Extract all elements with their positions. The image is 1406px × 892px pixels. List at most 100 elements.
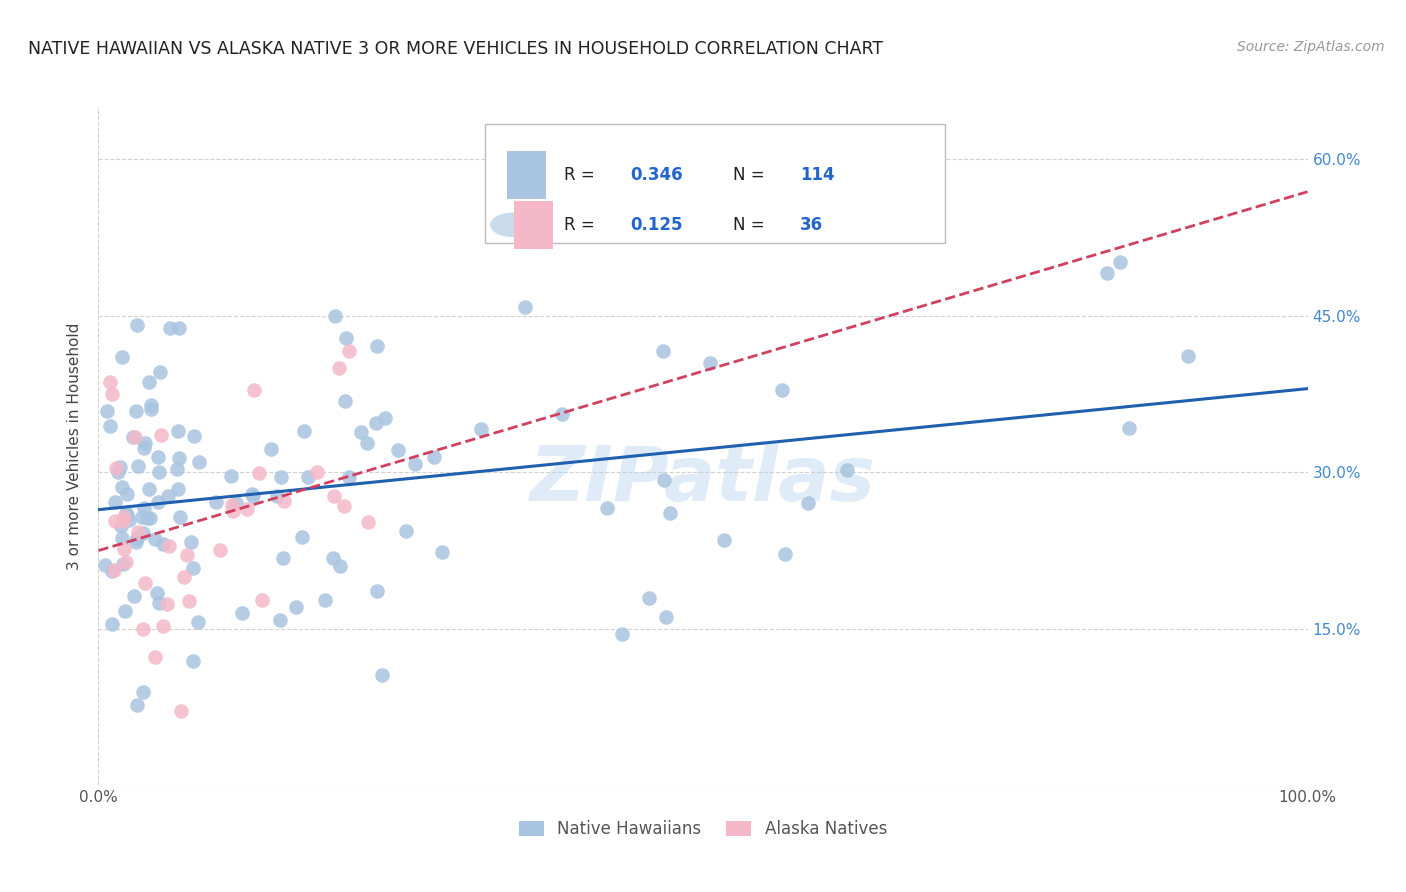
- Alaska Natives: [143, 650, 166, 665]
- Native Hawaiians: [114, 604, 136, 618]
- Native Hawaiians: [430, 545, 453, 559]
- Alaska Natives: [328, 360, 350, 375]
- Native Hawaiians: [166, 424, 188, 438]
- Native Hawaiians: [125, 531, 148, 545]
- Native Hawaiians: [138, 375, 160, 389]
- Native Hawaiians: [132, 441, 155, 455]
- Native Hawaiians: [271, 551, 294, 566]
- Native Hawaiians: [219, 468, 242, 483]
- Native Hawaiians: [713, 533, 735, 547]
- Native Hawaiians: [349, 425, 371, 439]
- Native Hawaiians: [127, 458, 149, 473]
- Native Hawaiians: [699, 356, 721, 370]
- Native Hawaiians: [96, 403, 118, 417]
- Alaska Natives: [173, 570, 195, 584]
- Native Hawaiians: [773, 547, 796, 561]
- Native Hawaiians: [659, 506, 682, 520]
- Native Hawaiians: [167, 482, 190, 496]
- Text: R =: R =: [564, 166, 600, 184]
- Native Hawaiians: [136, 511, 159, 525]
- Native Hawaiians: [181, 561, 204, 575]
- Native Hawaiians: [1118, 420, 1140, 434]
- Bar: [515, 201, 553, 249]
- Native Hawaiians: [292, 424, 315, 438]
- Native Hawaiians: [371, 668, 394, 682]
- Native Hawaiians: [335, 330, 357, 344]
- Text: 114: 114: [800, 166, 834, 184]
- Native Hawaiians: [156, 489, 179, 503]
- Alaska Natives: [152, 619, 174, 633]
- Native Hawaiians: [149, 365, 172, 379]
- Native Hawaiians: [110, 480, 132, 494]
- Text: N =: N =: [734, 166, 770, 184]
- Alaska Natives: [112, 514, 135, 528]
- Native Hawaiians: [98, 418, 121, 433]
- Alaska Natives: [131, 622, 153, 636]
- Alaska Natives: [156, 597, 179, 611]
- Native Hawaiians: [166, 461, 188, 475]
- Native Hawaiians: [183, 429, 205, 443]
- Native Hawaiians: [423, 450, 446, 465]
- Alaska Natives: [209, 543, 232, 558]
- Native Hawaiians: [266, 489, 288, 503]
- Legend: Native Hawaiians, Alaska Natives: Native Hawaiians, Alaska Natives: [512, 814, 894, 845]
- Text: ZIPatlas: ZIPatlas: [530, 443, 876, 516]
- Alaska Natives: [221, 498, 243, 512]
- Native Hawaiians: [373, 410, 395, 425]
- Text: 0.346: 0.346: [630, 166, 683, 184]
- Native Hawaiians: [366, 584, 388, 599]
- Alaska Natives: [357, 515, 380, 529]
- Native Hawaiians: [297, 470, 319, 484]
- Native Hawaiians: [169, 509, 191, 524]
- Native Hawaiians: [111, 558, 134, 572]
- Alaska Natives: [134, 576, 156, 591]
- Native Hawaiians: [366, 416, 388, 430]
- Native Hawaiians: [290, 530, 312, 544]
- Text: NATIVE HAWAIIAN VS ALASKA NATIVE 3 OR MORE VEHICLES IN HOUSEHOLD CORRELATION CHA: NATIVE HAWAIIAN VS ALASKA NATIVE 3 OR MO…: [28, 40, 883, 58]
- Native Hawaiians: [132, 501, 155, 516]
- Native Hawaiians: [770, 383, 793, 397]
- Native Hawaiians: [404, 457, 426, 471]
- Native Hawaiians: [148, 465, 170, 479]
- Native Hawaiians: [138, 482, 160, 496]
- Native Hawaiians: [335, 394, 357, 409]
- Native Hawaiians: [146, 586, 169, 600]
- Native Hawaiians: [242, 489, 264, 503]
- Native Hawaiians: [118, 513, 141, 527]
- Alaska Natives: [243, 383, 266, 397]
- Native Hawaiians: [1177, 349, 1199, 363]
- Native Hawaiians: [148, 495, 170, 509]
- Native Hawaiians: [122, 430, 145, 444]
- Alaska Natives: [98, 375, 121, 389]
- Native Hawaiians: [655, 609, 678, 624]
- Native Hawaiians: [101, 617, 124, 632]
- Native Hawaiians: [314, 593, 336, 607]
- Alaska Natives: [112, 510, 135, 524]
- Alaska Natives: [103, 563, 125, 577]
- Native Hawaiians: [837, 463, 859, 477]
- Native Hawaiians: [125, 318, 148, 332]
- Native Hawaiians: [551, 407, 574, 421]
- Native Hawaiians: [152, 537, 174, 551]
- Native Hawaiians: [148, 596, 170, 610]
- Native Hawaiians: [94, 558, 117, 572]
- Alaska Natives: [150, 427, 173, 442]
- Native Hawaiians: [132, 685, 155, 699]
- Native Hawaiians: [159, 321, 181, 335]
- Native Hawaiians: [114, 506, 136, 520]
- Native Hawaiians: [652, 344, 675, 359]
- Alaska Natives: [169, 704, 191, 718]
- Y-axis label: 3 or more Vehicles in Household: 3 or more Vehicles in Household: [67, 322, 83, 570]
- Native Hawaiians: [103, 495, 125, 509]
- Native Hawaiians: [337, 470, 360, 484]
- Alaska Natives: [176, 548, 198, 562]
- Native Hawaiians: [101, 564, 124, 578]
- Native Hawaiians: [167, 321, 190, 335]
- Native Hawaiians: [183, 654, 205, 668]
- Alaska Natives: [339, 344, 361, 359]
- Alaska Natives: [177, 594, 200, 608]
- Native Hawaiians: [322, 551, 344, 566]
- Native Hawaiians: [107, 465, 129, 479]
- Text: N =: N =: [734, 216, 775, 234]
- Alaska Natives: [112, 541, 135, 556]
